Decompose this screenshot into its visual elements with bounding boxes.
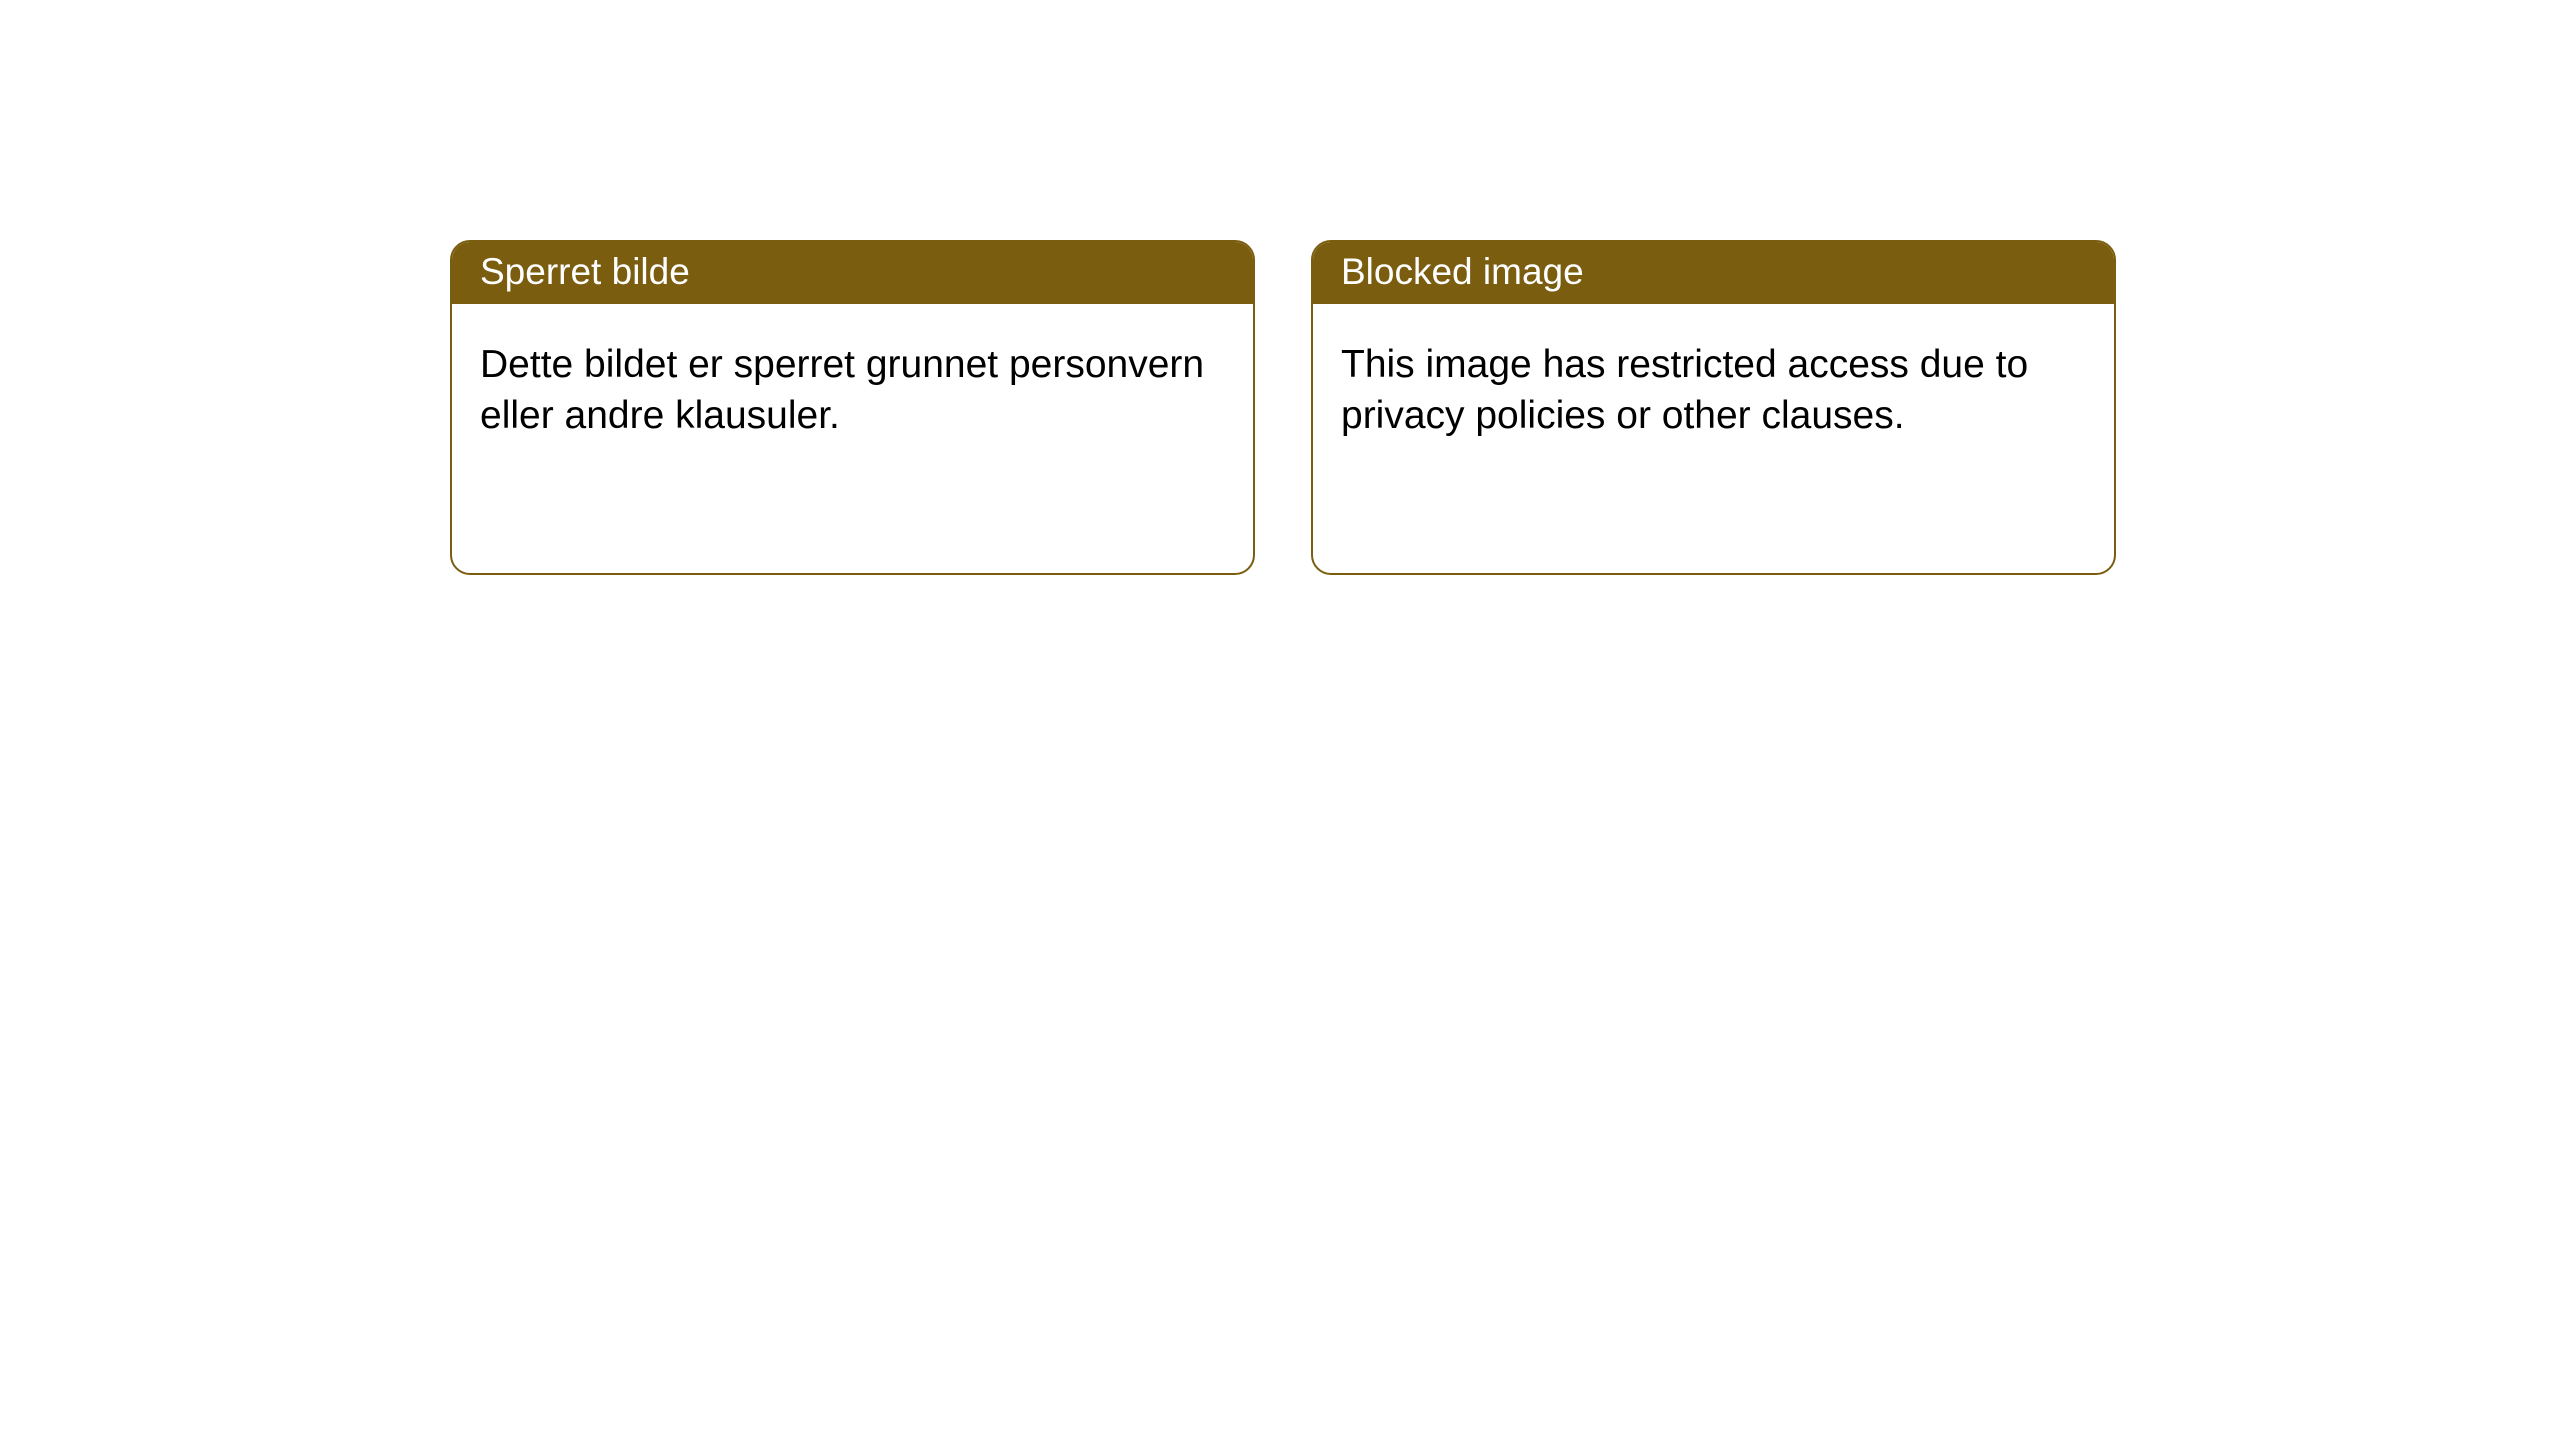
card-header: Blocked image bbox=[1313, 242, 2114, 304]
card-title: Sperret bilde bbox=[480, 251, 690, 292]
notice-cards-container: Sperret bilde Dette bildet er sperret gr… bbox=[0, 0, 2560, 575]
card-body: This image has restricted access due to … bbox=[1313, 304, 2114, 470]
card-header: Sperret bilde bbox=[452, 242, 1253, 304]
card-body-text: Dette bildet er sperret grunnet personve… bbox=[480, 343, 1204, 437]
notice-card-english: Blocked image This image has restricted … bbox=[1311, 240, 2116, 575]
card-title: Blocked image bbox=[1341, 251, 1584, 292]
card-body: Dette bildet er sperret grunnet personve… bbox=[452, 304, 1253, 470]
notice-card-norwegian: Sperret bilde Dette bildet er sperret gr… bbox=[450, 240, 1255, 575]
card-body-text: This image has restricted access due to … bbox=[1341, 343, 2028, 437]
